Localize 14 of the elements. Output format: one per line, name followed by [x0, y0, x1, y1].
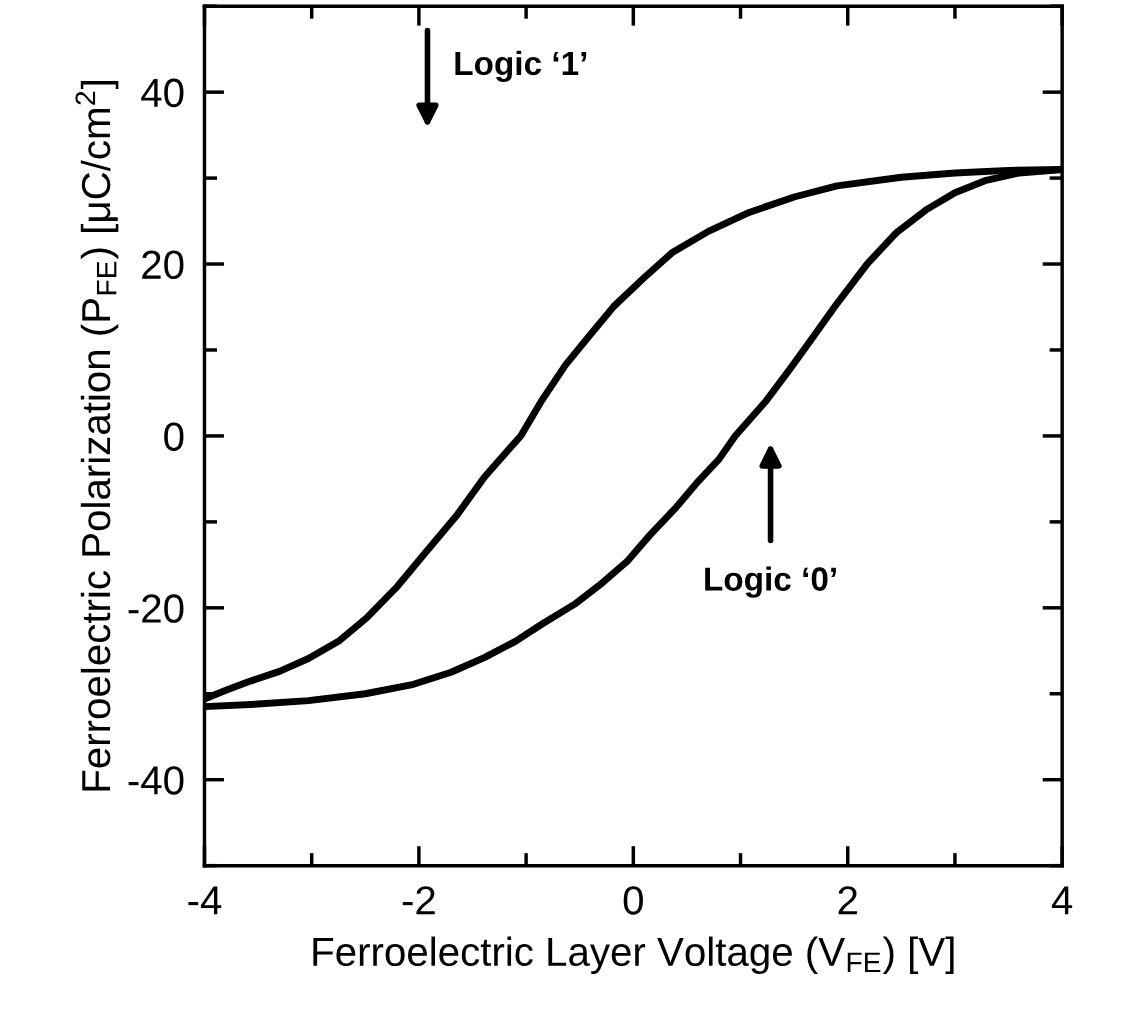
- annotation: Logic ‘1’: [455, 50, 587, 82]
- x-tick-label: -4: [188, 886, 222, 915]
- y-tick-label: -20: [128, 594, 184, 623]
- y-axis-title: Ferroelectric Polarization (P$_{FE}$) [μC/cm$^{2}$]: [75, 81, 119, 791]
- x-tick-label: 4: [1051, 886, 1073, 915]
- y-tick-label: 0: [164, 422, 184, 451]
- y-tick-label: 40: [141, 78, 184, 108]
- x-tick-label: 0: [623, 886, 643, 915]
- y-tick-label: -40: [128, 766, 184, 795]
- x-axis-title: Ferroelectric Layer Voltage (V$_{FE}$) [V]: [313, 936, 954, 975]
- x-tick-label: -2: [402, 886, 435, 915]
- x-tick-label: 2: [838, 886, 857, 915]
- annotation: Logic ‘0’: [705, 566, 836, 598]
- y-tick-label: 20: [142, 250, 184, 280]
